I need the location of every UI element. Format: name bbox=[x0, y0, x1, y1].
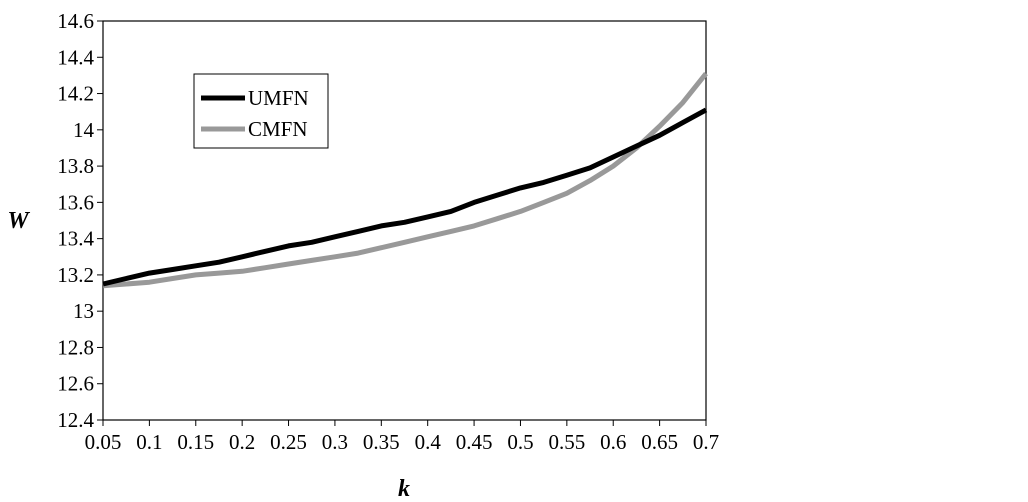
y-tick-label: 13.4 bbox=[57, 227, 94, 251]
y-tick-label: 14.6 bbox=[57, 9, 94, 33]
x-axis-ticks: 0.05 0.1 0.15 0.2 0.25 0.3 0.35 0.4 0.45 0.5 0.55 0… bbox=[85, 420, 719, 454]
legend-box bbox=[193, 73, 329, 149]
x-tick-label: 0.25 bbox=[270, 430, 307, 454]
y-tick-label: 12.8 bbox=[57, 335, 94, 359]
series-lines bbox=[102, 72, 708, 289]
x-tick-label: 0.1 bbox=[136, 430, 162, 454]
y-axis-ticks: 12.4 12.6 12.8 13 13.2 13.4 13.6 13.8 14 14.2 14.4… bbox=[57, 9, 103, 432]
legend-label-umfn: UMFN bbox=[248, 86, 309, 110]
y-tick-label: 13.2 bbox=[57, 263, 94, 287]
series-line-cmfn bbox=[102, 72, 708, 289]
y-tick-label: 12.4 bbox=[57, 408, 94, 432]
legend-label-cmfn: CMFN bbox=[248, 117, 308, 141]
x-tick-label: 0.65 bbox=[641, 430, 678, 454]
x-tick-label: 0.2 bbox=[229, 430, 255, 454]
legend: UMFN CMFN bbox=[193, 73, 329, 149]
x-axis-label: k bbox=[398, 476, 410, 502]
x-tick-label: 0.4 bbox=[415, 430, 442, 454]
y-tick-label: 13.8 bbox=[57, 154, 94, 178]
y-tick-label: 14.2 bbox=[57, 82, 94, 106]
series-line-umfn bbox=[102, 107, 708, 287]
x-tick-label: 0.55 bbox=[548, 430, 585, 454]
x-tick-label: 0.6 bbox=[600, 430, 626, 454]
x-tick-label: 0.7 bbox=[693, 430, 719, 454]
x-tick-label: 0.35 bbox=[363, 430, 400, 454]
y-tick-label: 12.6 bbox=[57, 372, 94, 396]
y-tick-label: 14.4 bbox=[57, 45, 94, 69]
x-tick-label: 0.15 bbox=[177, 430, 214, 454]
y-tick-label: 14 bbox=[73, 118, 95, 142]
x-tick-label: 0.5 bbox=[507, 430, 533, 454]
x-tick-label: 0.3 bbox=[322, 430, 348, 454]
x-tick-label: 0.45 bbox=[456, 430, 493, 454]
y-axis-label: W bbox=[7, 208, 30, 234]
y-tick-label: 13.6 bbox=[57, 190, 94, 214]
y-tick-label: 13 bbox=[73, 299, 94, 323]
x-tick-label: 0.05 bbox=[85, 430, 122, 454]
